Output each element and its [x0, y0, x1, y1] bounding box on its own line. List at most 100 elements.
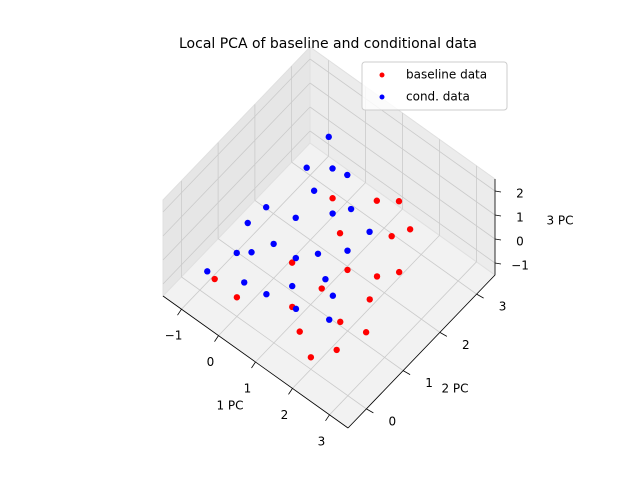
point [373, 273, 381, 280]
point [263, 291, 270, 298]
point [336, 230, 344, 237]
tick-mark [494, 190, 502, 193]
point [366, 296, 373, 303]
grid-line [254, 200, 441, 333]
point [373, 197, 381, 204]
point [388, 232, 395, 240]
y-tick-label: 2 [462, 338, 470, 352]
point [322, 275, 329, 283]
point [344, 247, 351, 254]
legend: baseline data cond. data [361, 61, 508, 111]
legend-box [361, 61, 508, 111]
grid-line [309, 130, 496, 264]
grid-line [329, 261, 477, 416]
grid [162, 58, 496, 416]
point [233, 294, 241, 301]
point [326, 316, 333, 323]
grid-line [218, 182, 366, 336]
x-tick-label: 2 [281, 408, 289, 422]
y-tick-label: 0 [389, 414, 397, 428]
point [204, 268, 211, 275]
point [307, 354, 315, 361]
point [344, 171, 351, 179]
tick-mark [214, 335, 219, 342]
y-tick-label: 1 [425, 376, 433, 390]
point [366, 228, 373, 236]
point [362, 329, 370, 336]
grid-line [309, 58, 496, 192]
point [318, 285, 325, 292]
z-axis-label: 3 PC [546, 214, 573, 228]
point [395, 198, 403, 205]
point [310, 187, 318, 194]
grid-line [291, 161, 477, 295]
x-tick-label: 0 [207, 355, 215, 369]
tick-mark [325, 414, 330, 422]
point [292, 214, 299, 222]
point [288, 259, 296, 266]
point [241, 279, 248, 286]
point [325, 133, 332, 141]
point [395, 268, 403, 276]
point [292, 305, 300, 313]
y-axis-line [347, 274, 496, 429]
grid-line [309, 82, 496, 216]
tick-mark [494, 262, 502, 265]
legend-label: baseline data [406, 68, 487, 82]
tick-mark [494, 214, 502, 217]
point [329, 165, 336, 172]
point [270, 240, 277, 248]
chart-title: Local PCA of baseline and conditional da… [179, 36, 477, 52]
point [303, 164, 310, 171]
tick-mark [366, 408, 374, 414]
point [296, 328, 303, 335]
point [211, 275, 218, 283]
point [329, 195, 336, 202]
point [329, 210, 336, 217]
tick-mark [476, 293, 484, 299]
legend-marker [379, 94, 385, 100]
legend-label: cond. data [406, 90, 470, 104]
points [204, 133, 414, 361]
grid-line [181, 276, 367, 410]
z-tick-label: 1 [516, 211, 524, 225]
tick-mark [177, 308, 182, 316]
z-tick-label: 2 [516, 187, 524, 201]
grid-line [292, 235, 440, 389]
point [244, 219, 251, 227]
grid-line [162, 58, 311, 213]
point [347, 205, 355, 213]
z-tick-label: 0 [516, 235, 524, 249]
legend-marker [379, 72, 385, 78]
grid-line [217, 238, 404, 371]
x-axis-line [162, 295, 349, 429]
grid-line [255, 208, 403, 363]
point [233, 249, 240, 257]
point [314, 250, 322, 257]
grid-line [162, 106, 311, 261]
x-axis-label: 1 PC [216, 399, 243, 413]
point [329, 292, 337, 299]
grid-line [162, 130, 311, 285]
point [262, 204, 270, 211]
tick-mark [288, 388, 293, 395]
x-tick-label: 1 [244, 382, 252, 396]
x-tick-label: −1 [165, 329, 183, 343]
tick-mark [402, 370, 411, 375]
point [292, 254, 300, 262]
z-tick-label: −1 [511, 259, 529, 273]
point [289, 282, 296, 290]
point [248, 249, 255, 256]
axes: −1 0 1 2 3 0 1 2 3 −1 0 1 2 1 PC 2 PC 3 PC [162, 179, 574, 448]
point [406, 226, 414, 233]
point [344, 266, 351, 274]
point [333, 346, 340, 354]
tick-mark [251, 361, 256, 369]
y-tick-label: 3 [499, 300, 507, 314]
point [337, 318, 344, 326]
x-tick-label: 3 [318, 434, 326, 448]
tick-mark [494, 238, 502, 241]
tick-mark [439, 332, 448, 337]
grid-line [162, 82, 311, 237]
